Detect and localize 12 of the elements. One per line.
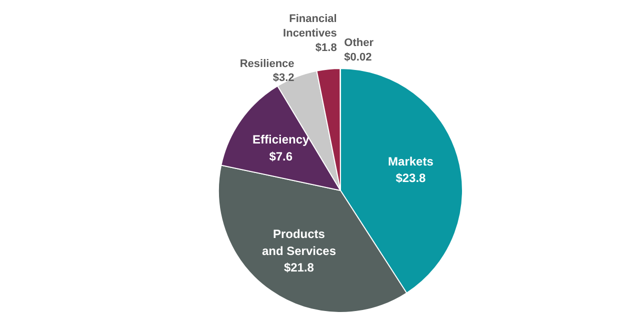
slice-label: Products and Services — [262, 226, 336, 258]
slice-label: Financial Incentives — [283, 13, 337, 40]
data-label: $23.8 — [396, 171, 426, 186]
slice-label: Efficiency — [252, 132, 310, 147]
slice-label: Resilience — [240, 58, 294, 70]
slice-label: Other — [344, 37, 374, 50]
data-label: $21.8 — [284, 260, 314, 275]
data-label: $7.6 — [269, 149, 293, 164]
data-label: $3.2 — [272, 72, 294, 84]
data-label: $0.02 — [344, 52, 372, 64]
data-label: $1.8 — [315, 42, 337, 54]
slice-label: Markets — [388, 154, 434, 168]
